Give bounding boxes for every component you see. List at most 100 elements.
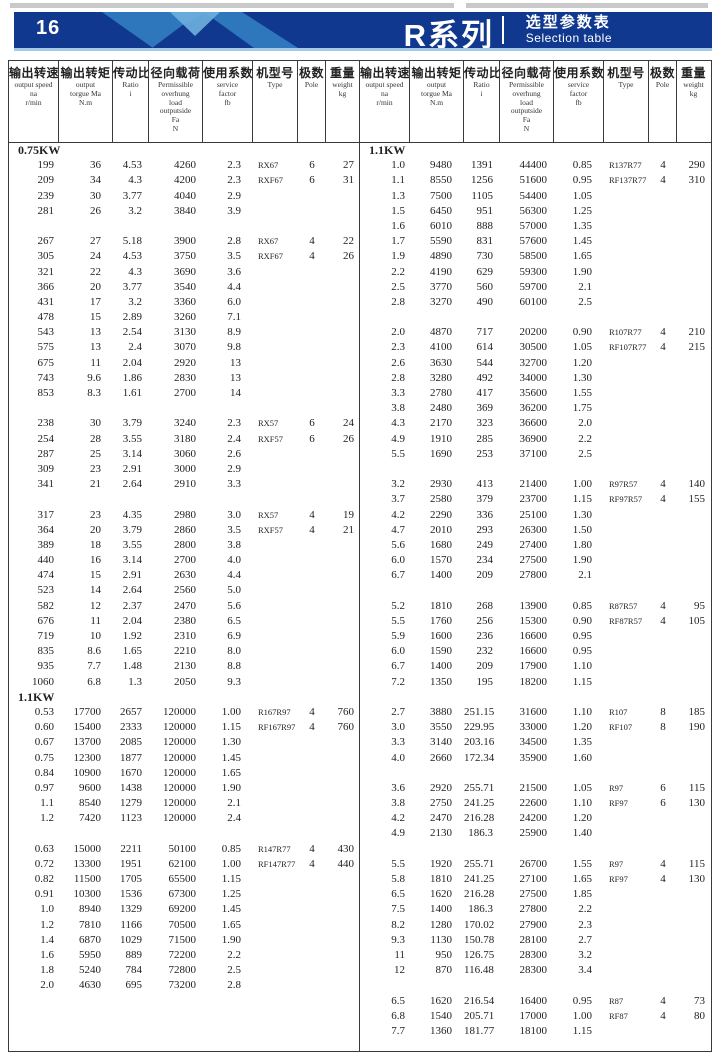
cell-weight — [326, 918, 359, 933]
cell-output-speed: 2.8 — [391, 295, 405, 308]
cell-pole — [298, 872, 326, 887]
cell-output-torque: 13300 — [73, 857, 102, 870]
cell-output-torque: 7420 — [79, 812, 101, 825]
cell-pole — [298, 948, 326, 963]
cell-pole — [298, 614, 326, 629]
cell-pole: 4 — [660, 873, 666, 885]
cell-output-speed: 4.2 — [391, 508, 405, 521]
cell-weight: 21 — [343, 523, 354, 536]
cell-weight — [326, 447, 359, 462]
cell-overhung-load: 16600 — [519, 630, 548, 642]
cell-output-torque: 4890 — [430, 250, 452, 263]
cell-weight: 105 — [688, 614, 706, 627]
page-header-bar: 16 R系列 选型参数表 Selection table — [14, 12, 712, 53]
cell-pole — [649, 508, 677, 523]
cell-overhung-load: 25100 — [519, 508, 548, 521]
cell-ratio: 369 — [476, 402, 494, 415]
cell-output-speed: 2.2 — [391, 265, 405, 278]
cell-service-factor: 3.0 — [227, 508, 241, 521]
cell-type — [604, 568, 649, 583]
cell-type: RXF57 — [258, 524, 284, 535]
cell-output-torque: 15400 — [73, 721, 102, 734]
table-row: 1.0 9480 1391 44400 0.85 R137R77 4 290 — [360, 158, 711, 173]
cell-type: RF87 — [609, 1010, 628, 1021]
group-spacer — [360, 842, 711, 857]
cell-pole — [649, 659, 677, 674]
cell-pole — [649, 811, 677, 826]
cell-service-factor: 0.85 — [221, 842, 241, 855]
cell-output-torque: 1600 — [430, 630, 452, 642]
cell-type — [253, 735, 298, 750]
cell-type: RX67 — [258, 236, 279, 247]
cell-output-speed: 478 — [37, 311, 55, 324]
cell-weight: 760 — [337, 721, 355, 734]
cell-output-torque: 4190 — [430, 265, 452, 278]
cell-output-torque: 20 — [90, 523, 101, 536]
cell-service-factor: 1.85 — [572, 888, 592, 901]
group-spacer — [360, 690, 711, 705]
column-header-output-torque: 输出转矩 output torgue Ma N.m — [410, 61, 464, 142]
cell-output-speed: 305 — [37, 250, 55, 263]
cell-ratio: 209 — [476, 569, 494, 582]
cell-overhung-load: 37100 — [519, 447, 548, 460]
cell-output-torque: 1130 — [430, 933, 452, 946]
cell-pole — [649, 918, 677, 933]
cell-service-factor: 1.25 — [221, 888, 241, 901]
column-header-type: 机型号 Type — [604, 61, 649, 142]
cell-ratio: 170.02 — [464, 918, 495, 931]
cell-weight — [326, 204, 359, 219]
table-row: 4.2 2290 336 25100 1.30 — [360, 508, 711, 523]
cell-service-factor: 1.90 — [221, 933, 241, 946]
cell-output-speed: 0.84 — [34, 766, 54, 779]
cell-service-factor: 2.4 — [227, 812, 241, 825]
table-row: 366 20 3.77 3540 4.4 — [9, 280, 359, 295]
cell-ratio: 3.2 — [128, 204, 142, 217]
table-row: 719 10 1.92 2310 6.9 — [9, 629, 359, 644]
cell-service-factor: 8.0 — [227, 645, 241, 658]
cell-service-factor: 6.5 — [227, 614, 241, 627]
table-row: 523 14 2.64 2560 5.0 — [9, 583, 359, 598]
cell-overhung-load: 67300 — [168, 888, 197, 901]
cell-type — [604, 826, 649, 841]
cell-weight: 26 — [343, 250, 354, 263]
cell-ratio: 1877 — [120, 751, 142, 764]
cell-output-torque: 28 — [90, 432, 101, 445]
cell-output-speed: 582 — [37, 599, 55, 612]
cell-ratio: 1.65 — [122, 645, 142, 658]
cell-overhung-load: 3900 — [174, 235, 196, 248]
cell-output-speed: 1.7 — [391, 235, 405, 248]
table-row: 2.8 3280 492 34000 1.30 — [360, 371, 711, 386]
cell-output-torque: 1910 — [430, 432, 452, 445]
cell-output-torque: 15000 — [73, 842, 102, 855]
header-subtitle: 选型参数表 Selection table — [526, 14, 612, 45]
cell-weight: 115 — [688, 781, 705, 794]
cell-pole — [649, 948, 677, 963]
cell-output-speed: 309 — [37, 462, 55, 475]
cell-ratio: 1438 — [120, 781, 142, 794]
column-header-cn: 径向载荷 — [150, 66, 201, 80]
cell-weight — [326, 583, 359, 598]
cell-overhung-load: 51600 — [519, 174, 548, 187]
cell-pole: 4 — [660, 1009, 666, 1022]
cell-output-torque: 18 — [90, 538, 101, 551]
cell-weight — [677, 401, 710, 416]
cell-service-factor: 3.4 — [578, 964, 592, 977]
cell-overhung-load: 3130 — [174, 326, 196, 339]
cell-type: RF107 — [609, 722, 633, 733]
cell-output-torque: 24 — [90, 250, 101, 263]
cell-output-speed: 6.0 — [391, 645, 405, 658]
cell-weight — [677, 416, 710, 431]
cell-pole: 6 — [309, 417, 315, 430]
cell-service-factor: 1.10 — [572, 660, 592, 673]
cell-ratio: 614 — [476, 341, 494, 354]
cell-output-torque: 13 — [90, 341, 101, 354]
cell-type — [253, 310, 298, 325]
cell-service-factor: 0.95 — [572, 994, 592, 1007]
cell-overhung-load: 120000 — [163, 721, 196, 734]
cell-pole — [649, 371, 677, 386]
cell-ratio: 1.48 — [122, 660, 142, 673]
column-header-en: weight kg — [332, 80, 353, 98]
cell-output-speed: 5.5 — [391, 857, 405, 870]
table-row: 676 11 2.04 2380 6.5 — [9, 614, 359, 629]
cell-type — [253, 568, 298, 583]
